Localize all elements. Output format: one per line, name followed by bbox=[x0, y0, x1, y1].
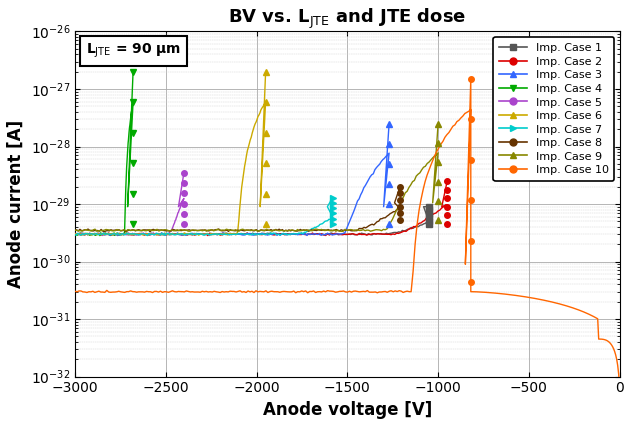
Legend: Imp. Case 1, Imp. Case 2, Imp. Case 3, Imp. Case 4, Imp. Case 5, Imp. Case 6, Im: Imp. Case 1, Imp. Case 2, Imp. Case 3, I… bbox=[493, 37, 614, 181]
Title: BV vs. L$_{\mathrm{JTE}}$ and JTE dose: BV vs. L$_{\mathrm{JTE}}$ and JTE dose bbox=[228, 7, 466, 31]
Text: L$_{\mathrm{JTE}}$ = 90 μm: L$_{\mathrm{JTE}}$ = 90 μm bbox=[86, 42, 181, 60]
Y-axis label: Anode current [A]: Anode current [A] bbox=[7, 120, 25, 288]
X-axis label: Anode voltage [V]: Anode voltage [V] bbox=[262, 401, 432, 419]
